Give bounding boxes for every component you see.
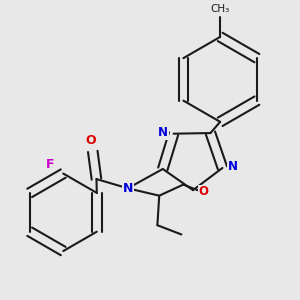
Text: CH₃: CH₃	[211, 4, 230, 14]
Text: O: O	[85, 134, 96, 147]
Text: F: F	[46, 158, 54, 171]
Text: N: N	[228, 160, 238, 172]
Text: N: N	[123, 182, 133, 195]
Text: O: O	[199, 185, 208, 199]
Text: N: N	[158, 126, 168, 139]
